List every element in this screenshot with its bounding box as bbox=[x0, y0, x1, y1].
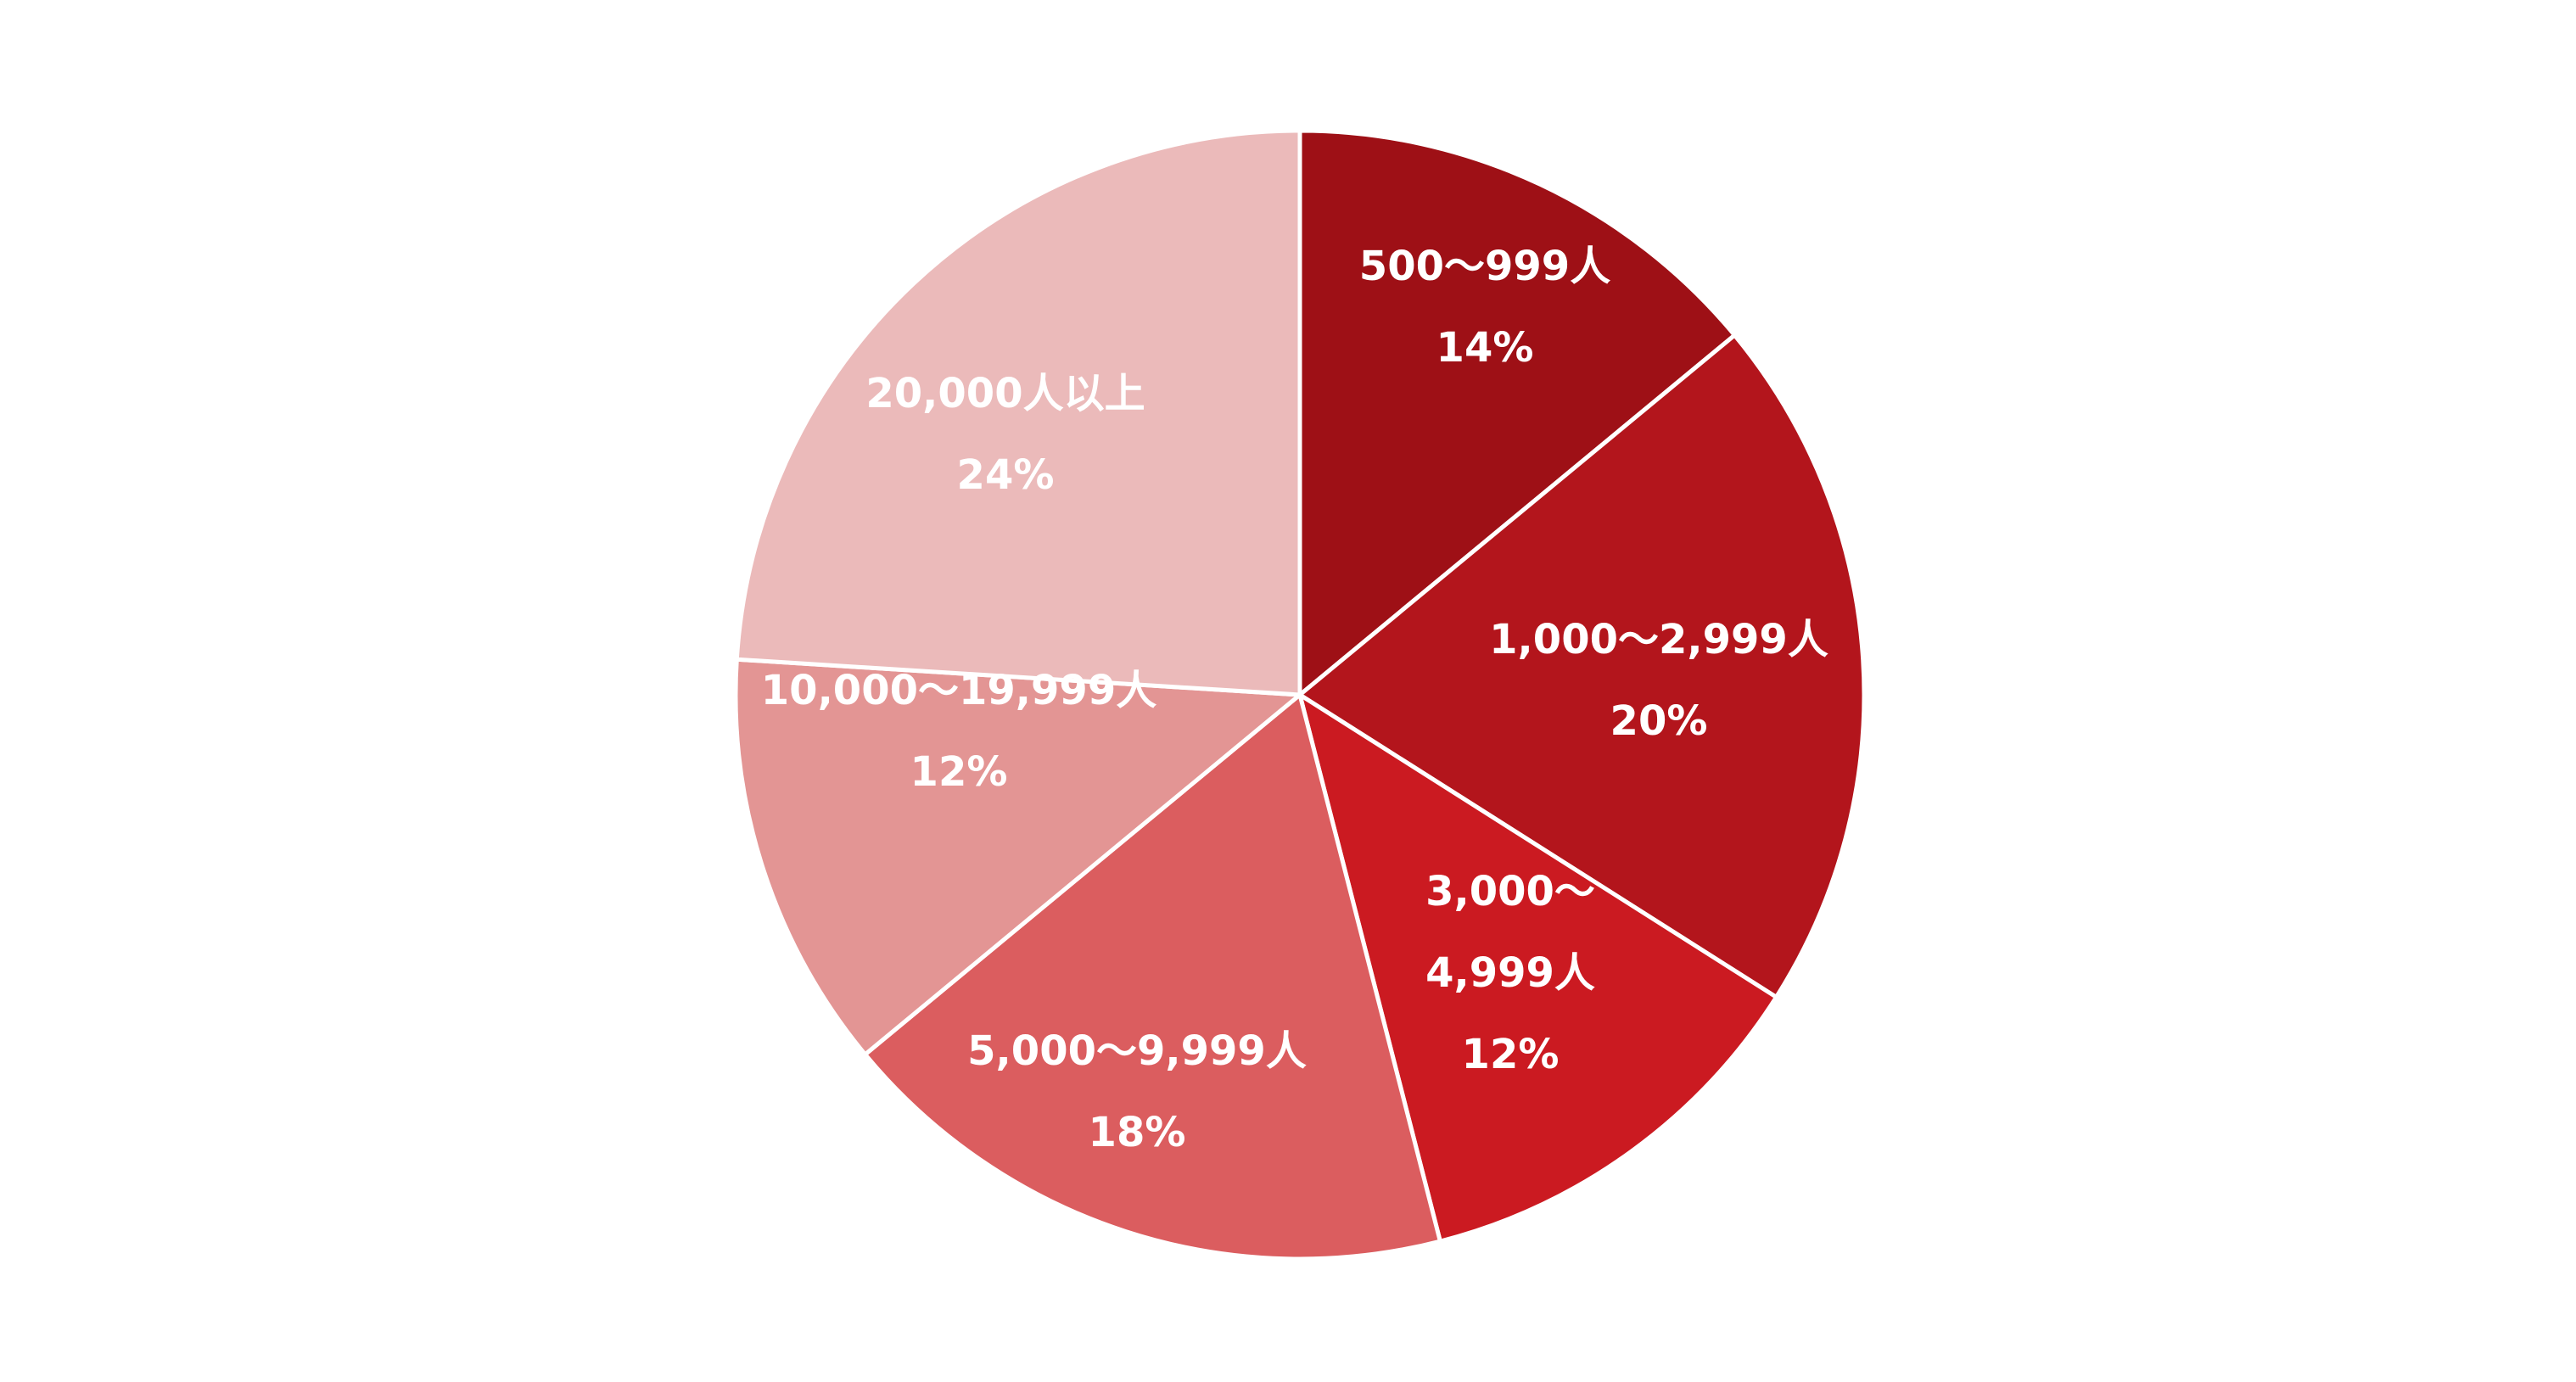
slice-category-label: 500〜999人 bbox=[1359, 243, 1610, 290]
slice-category-label: 3,000〜 bbox=[1425, 868, 1595, 915]
slice-category-label: 1,000〜2,999人 bbox=[1489, 616, 1828, 663]
pie-slice bbox=[1297, 128, 1737, 697]
slice-percent-label: 12% bbox=[1462, 1031, 1560, 1078]
pie-labels: 500〜999人 14% 1,000〜2,999人 20% 3,000〜 4,999人 12… bbox=[761, 243, 1828, 1156]
slice-category-label: 5,000〜9,999人 bbox=[967, 1027, 1307, 1075]
slice-percent-label: 14% bbox=[1436, 324, 1534, 372]
pie-slice bbox=[1297, 692, 1778, 1244]
slice-category-label: 10,000〜19,999人 bbox=[761, 667, 1156, 714]
slice-category-label: 4,999人 bbox=[1425, 949, 1595, 997]
pie-slice bbox=[1297, 333, 1867, 999]
pie-slice bbox=[734, 128, 1302, 697]
slice-percent-label: 18% bbox=[1089, 1109, 1186, 1156]
slice-category-label: 20,000人以上 bbox=[865, 370, 1145, 417]
slice-percent-label: 12% bbox=[910, 748, 1008, 796]
pie-slice bbox=[863, 692, 1442, 1262]
pie-slices bbox=[733, 128, 1867, 1262]
pie-slice bbox=[733, 657, 1302, 1057]
slice-percent-label: 20% bbox=[1610, 697, 1708, 745]
slice-percent-label: 24% bbox=[957, 451, 1055, 499]
